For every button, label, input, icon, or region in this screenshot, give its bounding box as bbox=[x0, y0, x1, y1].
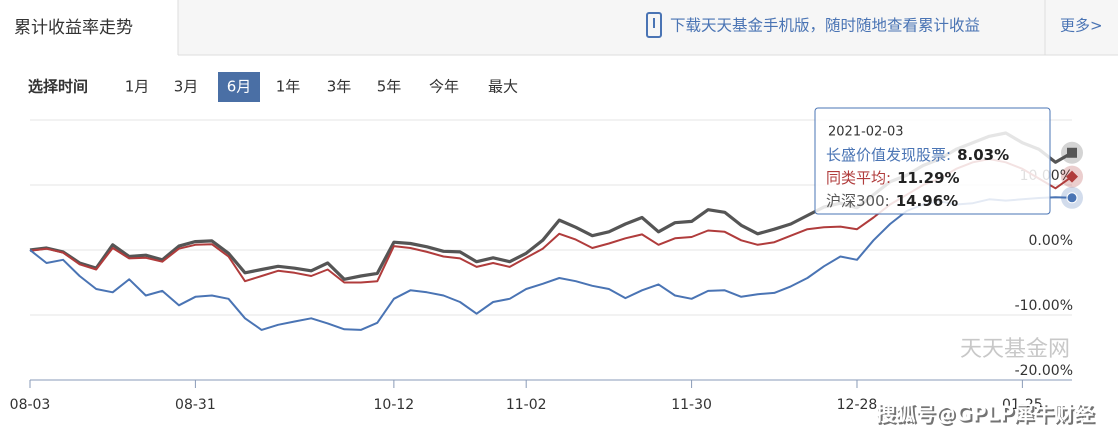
more-link[interactable]: 更多> bbox=[1060, 17, 1103, 35]
tab-title[interactable]: 累计收益率走势 bbox=[14, 18, 133, 38]
tooltip-box bbox=[814, 107, 1051, 215]
filter-option[interactable]: 最大 bbox=[488, 78, 518, 96]
phone-icon[interactable] bbox=[646, 12, 662, 38]
x-tick-label: 01-25 bbox=[1002, 397, 1043, 413]
filter-option[interactable]: 今年 bbox=[429, 78, 459, 96]
filter-option[interactable]: 1年 bbox=[276, 78, 301, 96]
tooltip-value: 8.03% bbox=[957, 146, 1009, 164]
credit-shadow: 搜狐号@GPLP犀牛财经 bbox=[878, 404, 1096, 428]
download-link[interactable]: 下载天天基金手机版，随时随地查看累计收益 bbox=[670, 17, 980, 35]
tooltip-series: 同类平均: bbox=[826, 169, 891, 187]
end-marker bbox=[1066, 192, 1078, 204]
watermark: 天天基金网 bbox=[960, 337, 1070, 362]
filter-label: 选择时间 bbox=[28, 78, 88, 96]
tooltip-row: 长盛价值发现股票: 8.03% bbox=[826, 146, 1009, 164]
x-tick-label: 11-30 bbox=[671, 397, 712, 413]
tooltip-value: 11.29% bbox=[897, 169, 959, 187]
filter-option[interactable]: 3年 bbox=[327, 78, 352, 96]
filter-selected-bg bbox=[218, 72, 260, 102]
y-tick-label: 0.00% bbox=[1029, 233, 1073, 249]
x-tick-label: 10-12 bbox=[374, 397, 415, 413]
tooltip-row: 同类平均: 11.29% bbox=[826, 169, 960, 187]
end-marker bbox=[1067, 147, 1077, 158]
y-tick-label: -10.00% bbox=[1015, 298, 1073, 314]
tooltip-row: 沪深300: 14.96% bbox=[826, 192, 958, 210]
end-marker bbox=[1066, 170, 1078, 183]
x-tick-label: 11-02 bbox=[506, 397, 547, 413]
x-tick-label: 08-03 bbox=[10, 397, 51, 413]
tooltip-series: 沪深300: bbox=[826, 192, 890, 210]
tooltip-series: 长盛价值发现股票: bbox=[826, 146, 951, 164]
y-tick-label: -20.00% bbox=[1015, 363, 1073, 379]
filter-option[interactable]: 5年 bbox=[377, 78, 402, 96]
credit: 搜狐号@GPLP犀牛财经 bbox=[876, 402, 1094, 426]
filter-option[interactable]: 1月 bbox=[125, 78, 150, 96]
filter-option[interactable]: 6月 bbox=[227, 78, 252, 96]
tooltip: 2021-02-03 长盛价值发现股票: 8.03% 同类平均: 11.29% 沪深300… bbox=[814, 107, 1051, 215]
x-tick-label: 12-28 bbox=[837, 397, 878, 413]
series-line bbox=[29, 196, 1073, 331]
filter-option[interactable]: 3月 bbox=[174, 78, 199, 96]
tooltip-value: 14.96% bbox=[896, 192, 958, 210]
tooltip-date: 2021-02-03 bbox=[828, 125, 904, 140]
x-tick-label: 08-31 bbox=[175, 397, 216, 413]
header-bar bbox=[0, 0, 1118, 55]
active-tab[interactable] bbox=[0, 0, 178, 56]
